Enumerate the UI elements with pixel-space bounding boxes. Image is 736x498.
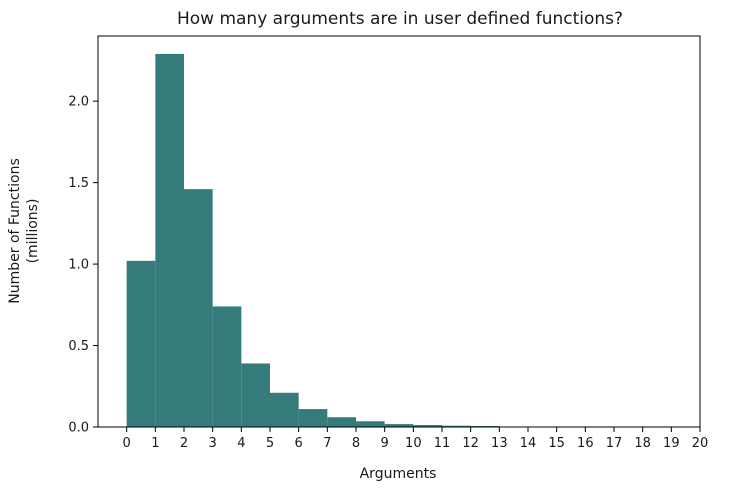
- x-tick-label: 18: [634, 436, 651, 451]
- y-tick-label: 2.0: [68, 95, 89, 110]
- histogram-bar-11: [442, 425, 471, 427]
- x-tick-label: 13: [491, 436, 508, 451]
- x-tick-label: 1: [151, 436, 159, 451]
- plot-frame: [97, 35, 701, 428]
- histogram-bar-6: [298, 409, 328, 427]
- x-tick-label: 11: [434, 436, 451, 451]
- histogram-bar-9: [384, 424, 414, 427]
- y-tick-label: 1.0: [68, 258, 89, 273]
- histogram-bar-10: [413, 425, 442, 427]
- histogram-bar-4: [241, 363, 270, 427]
- x-tick-label: 2: [180, 436, 188, 451]
- x-tick-label: 6: [295, 436, 303, 451]
- x-tick-label: 20: [692, 436, 709, 451]
- x-axis: 0 1 2 3 4 5 6 7 8 9 10 11 12 13 14 15 16 17 18 19 20: [123, 427, 709, 451]
- histogram-bar-3: [212, 306, 242, 427]
- x-tick-label: 0: [123, 436, 131, 451]
- y-axis-label-line-1: Number of Functions: [7, 158, 23, 303]
- histogram-bar-2: [184, 189, 213, 427]
- x-tick-label: 17: [606, 436, 623, 451]
- x-tick-label: 19: [663, 436, 680, 451]
- histogram-bar-8: [356, 421, 385, 427]
- x-tick-label: 4: [237, 436, 245, 451]
- x-tick-label: 8: [352, 436, 360, 451]
- x-tick-label: 12: [462, 436, 479, 451]
- y-axis-label-line-2: (millions): [25, 199, 41, 264]
- y-tick-label: 0.5: [68, 339, 89, 354]
- x-tick-label: 9: [381, 436, 389, 451]
- y-axis: 0.0 0.5 1.0 1.5 2.0: [68, 95, 98, 436]
- x-tick-label: 3: [209, 436, 217, 451]
- x-tick-label: 5: [266, 436, 274, 451]
- chart-title: How many arguments are in user defined f…: [177, 9, 623, 29]
- histogram-bar-7: [327, 417, 356, 427]
- histogram-bar-1: [155, 53, 184, 427]
- y-tick-label: 1.5: [68, 176, 89, 191]
- bar-series: [126, 53, 500, 427]
- histogram-bar-0: [126, 260, 156, 427]
- x-tick-label: 14: [520, 436, 537, 451]
- x-tick-label: 15: [548, 436, 565, 451]
- histogram-bar-5: [270, 392, 299, 427]
- x-axis-label: Arguments: [360, 466, 437, 482]
- x-tick-label: 10: [405, 436, 422, 451]
- y-tick-label: 0.0: [68, 421, 89, 436]
- x-tick-label: 7: [323, 436, 331, 451]
- x-tick-label: 16: [577, 436, 594, 451]
